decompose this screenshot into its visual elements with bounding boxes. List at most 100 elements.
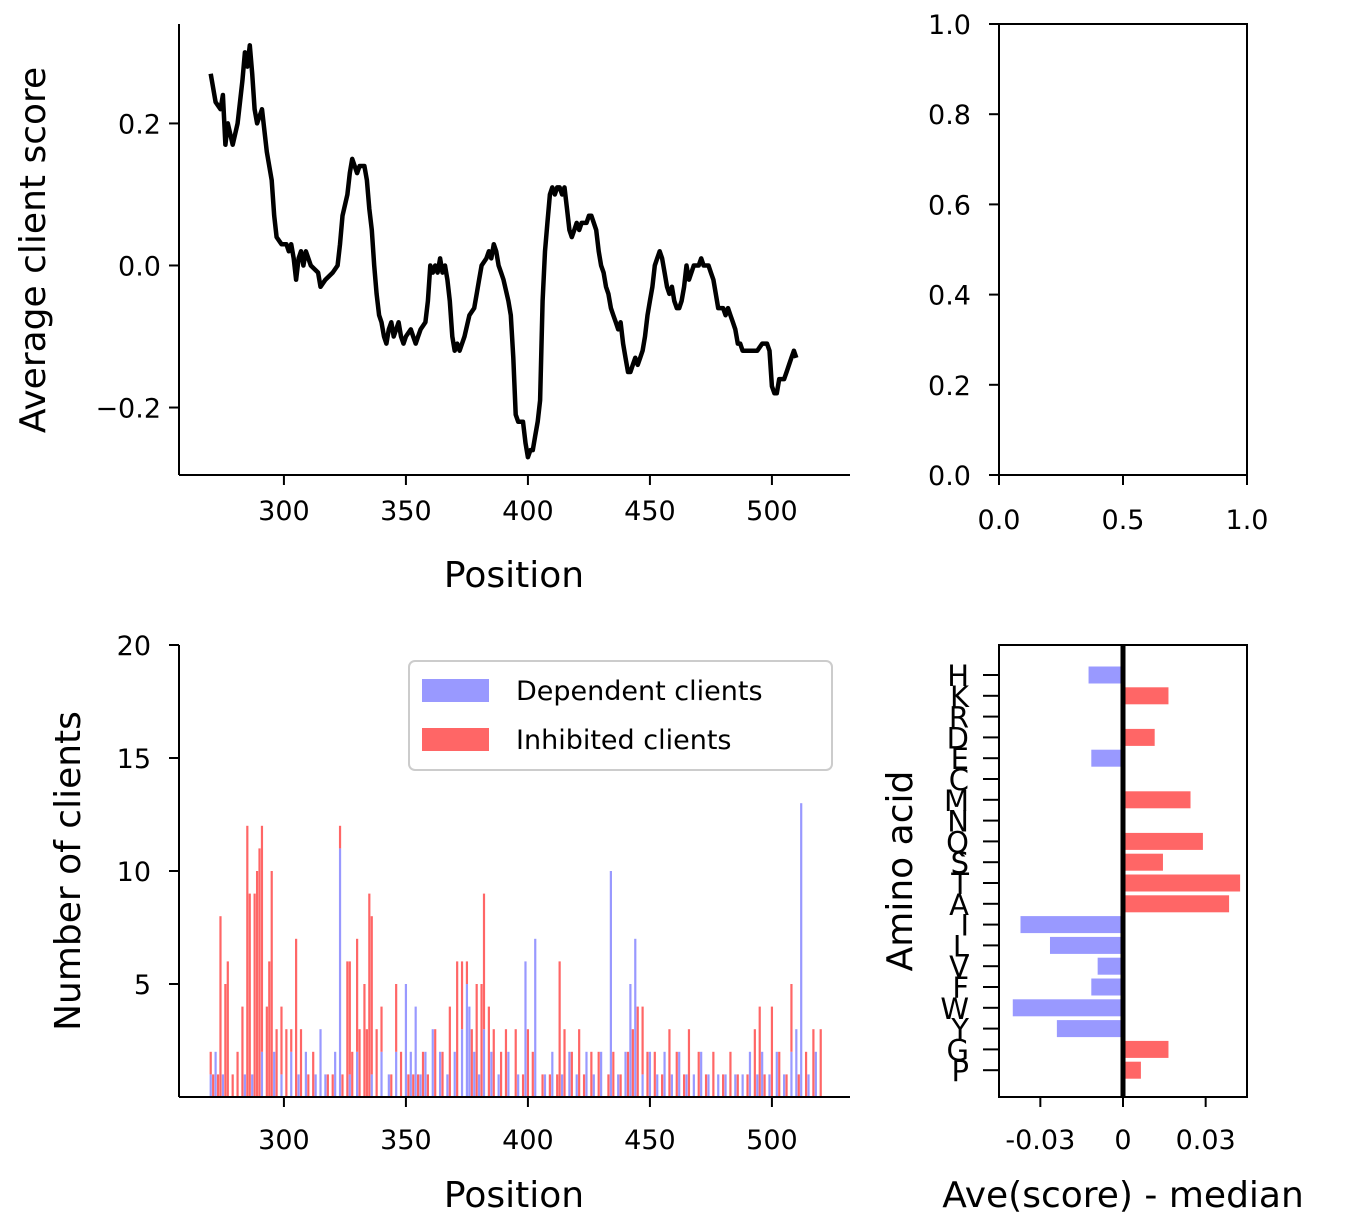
amino-acid-label: M: [944, 784, 969, 818]
amino-acid-x-tick-label: 0.03: [1176, 1125, 1236, 1156]
inhibited-bar: [758, 1006, 761, 1097]
inhibited-bar: [668, 1029, 671, 1097]
dependent-bar: [685, 1074, 688, 1097]
dependent-bar: [790, 1051, 793, 1097]
inhibited-bar: [421, 1051, 425, 1097]
inhibited-bar: [260, 825, 264, 1052]
amino-acid-label: K: [950, 680, 970, 714]
inhibited-bar: [265, 1006, 268, 1097]
inhibited-bar: [558, 961, 561, 1097]
inhibited-bar: [248, 893, 251, 1097]
inhibited-bar: [812, 1029, 815, 1097]
dependent-bar: [717, 1074, 720, 1097]
dependent-bar: [453, 1051, 456, 1097]
inhibited-bar: [456, 961, 459, 1097]
dependent-bar: [768, 1074, 771, 1097]
dependent-bar: [617, 1074, 620, 1097]
dependent-bar: [641, 1074, 644, 1097]
dependent-bar: [524, 961, 527, 1097]
bar-chart-ticks: 300 350 400 450 500 5 10 15 20: [117, 631, 798, 1156]
amino-acid-bar-E: [1091, 749, 1123, 767]
inhibited-bar: [697, 1051, 700, 1097]
dependent-bar: [761, 1051, 764, 1097]
inhibited-bar: [526, 1029, 530, 1097]
empty-axes-y-tick-label: 0.4: [928, 281, 971, 312]
inhibited-bar: [736, 1074, 739, 1097]
dependent-bar: [692, 1074, 695, 1097]
dependent-bar: [756, 1074, 759, 1097]
dependent-bar: [473, 1051, 476, 1097]
dependent-bar: [438, 1051, 442, 1097]
dependent-bar: [431, 1029, 434, 1097]
dependent-bar: [214, 1051, 217, 1097]
amino-acid-label: Q: [946, 825, 969, 859]
amino-acid-bar-A: [1123, 895, 1230, 913]
empty-axes-y-tick-label: 1.0: [928, 10, 971, 41]
bar-chart-x-label: Position: [444, 1175, 584, 1216]
inhibited-bar: [499, 1051, 503, 1097]
inhibited-bar: [480, 984, 483, 1097]
dependent-bar: [624, 1051, 627, 1097]
bar-chart-x-tick-label: 400: [502, 1125, 554, 1156]
dependent-bar: [380, 1051, 383, 1097]
inhibited-bar: [275, 1029, 278, 1097]
empty-axes-x-tick-label: 0.0: [978, 505, 1021, 536]
empty-axes-y-tick-label: 0.0: [928, 461, 971, 492]
inhibited-bar: [556, 1074, 559, 1097]
inhibited-bar: [209, 1051, 212, 1075]
dependent-bar: [468, 1006, 471, 1097]
dependent-bar: [356, 1051, 359, 1097]
bar-chart-y-tick-label: 15: [117, 744, 151, 775]
inhibited-bar: [412, 1074, 415, 1097]
dependent-bar: [700, 1051, 703, 1097]
amino-acid-bar-L: [1049, 936, 1123, 954]
amino-acid-y-label: Amino acid: [880, 771, 921, 972]
amino-acid-x-tick-label: -0.03: [1005, 1125, 1075, 1156]
empty-axes-y-tick-label: 0.8: [928, 100, 971, 131]
inhibited-bar: [363, 984, 366, 1097]
inhibited-bar: [395, 984, 398, 1052]
inhibited-bar: [331, 1074, 334, 1097]
inhibited-bar: [370, 916, 373, 1075]
inhibited-bar: [597, 1051, 600, 1097]
dependent-bar: [370, 1074, 373, 1097]
inhibited-bar: [460, 961, 464, 1030]
inhibited-bar: [216, 1074, 220, 1097]
dependent-bar: [670, 1074, 673, 1097]
dependent-bar: [807, 1074, 810, 1097]
inhibited-bar: [541, 1074, 544, 1097]
amino-acid-label: D: [947, 721, 969, 755]
inhibited-bar: [368, 893, 371, 1097]
dependent-bar: [629, 984, 632, 1097]
inhibited-bar: [704, 1074, 708, 1097]
amino-acid-x-label: Ave(score) - median: [942, 1175, 1304, 1216]
dependent-bar: [304, 1051, 307, 1097]
line-chart-y-label: Average client score: [13, 67, 54, 433]
amino-acid-label: F: [952, 971, 969, 1005]
dependent-bar: [419, 1074, 422, 1097]
dependent-bar: [251, 1074, 254, 1097]
inhibited-bar: [290, 1029, 293, 1052]
amino-acid-bar-G: [1123, 1040, 1169, 1058]
inhibited-bar: [763, 1074, 766, 1097]
inhibited-bar: [607, 1074, 610, 1097]
dependent-bar: [748, 1051, 752, 1097]
inhibited-bar: [492, 1029, 495, 1097]
line-chart-x-tick-label: 500: [746, 496, 798, 527]
dependent-bar: [724, 1074, 727, 1097]
dependent-bar: [575, 1074, 578, 1097]
inhibited-bar: [531, 1051, 534, 1097]
dependent-bar: [446, 1074, 449, 1097]
inhibited-bar: [253, 893, 256, 1097]
line-chart-y-tick-label: 0.2: [118, 109, 161, 140]
amino-acid-label: G: [947, 1033, 969, 1067]
dependent-bar: [534, 938, 537, 1097]
inhibited-bar: [365, 1029, 368, 1097]
dependent-bar: [517, 1074, 520, 1097]
inhibited-bar: [619, 1074, 622, 1097]
inhibited-bar: [270, 871, 273, 1097]
dependent-bar: [497, 1074, 500, 1097]
amino-acid-label: I: [960, 909, 969, 943]
inhibited-bar: [729, 1051, 732, 1097]
dependent-bar: [600, 1051, 603, 1097]
